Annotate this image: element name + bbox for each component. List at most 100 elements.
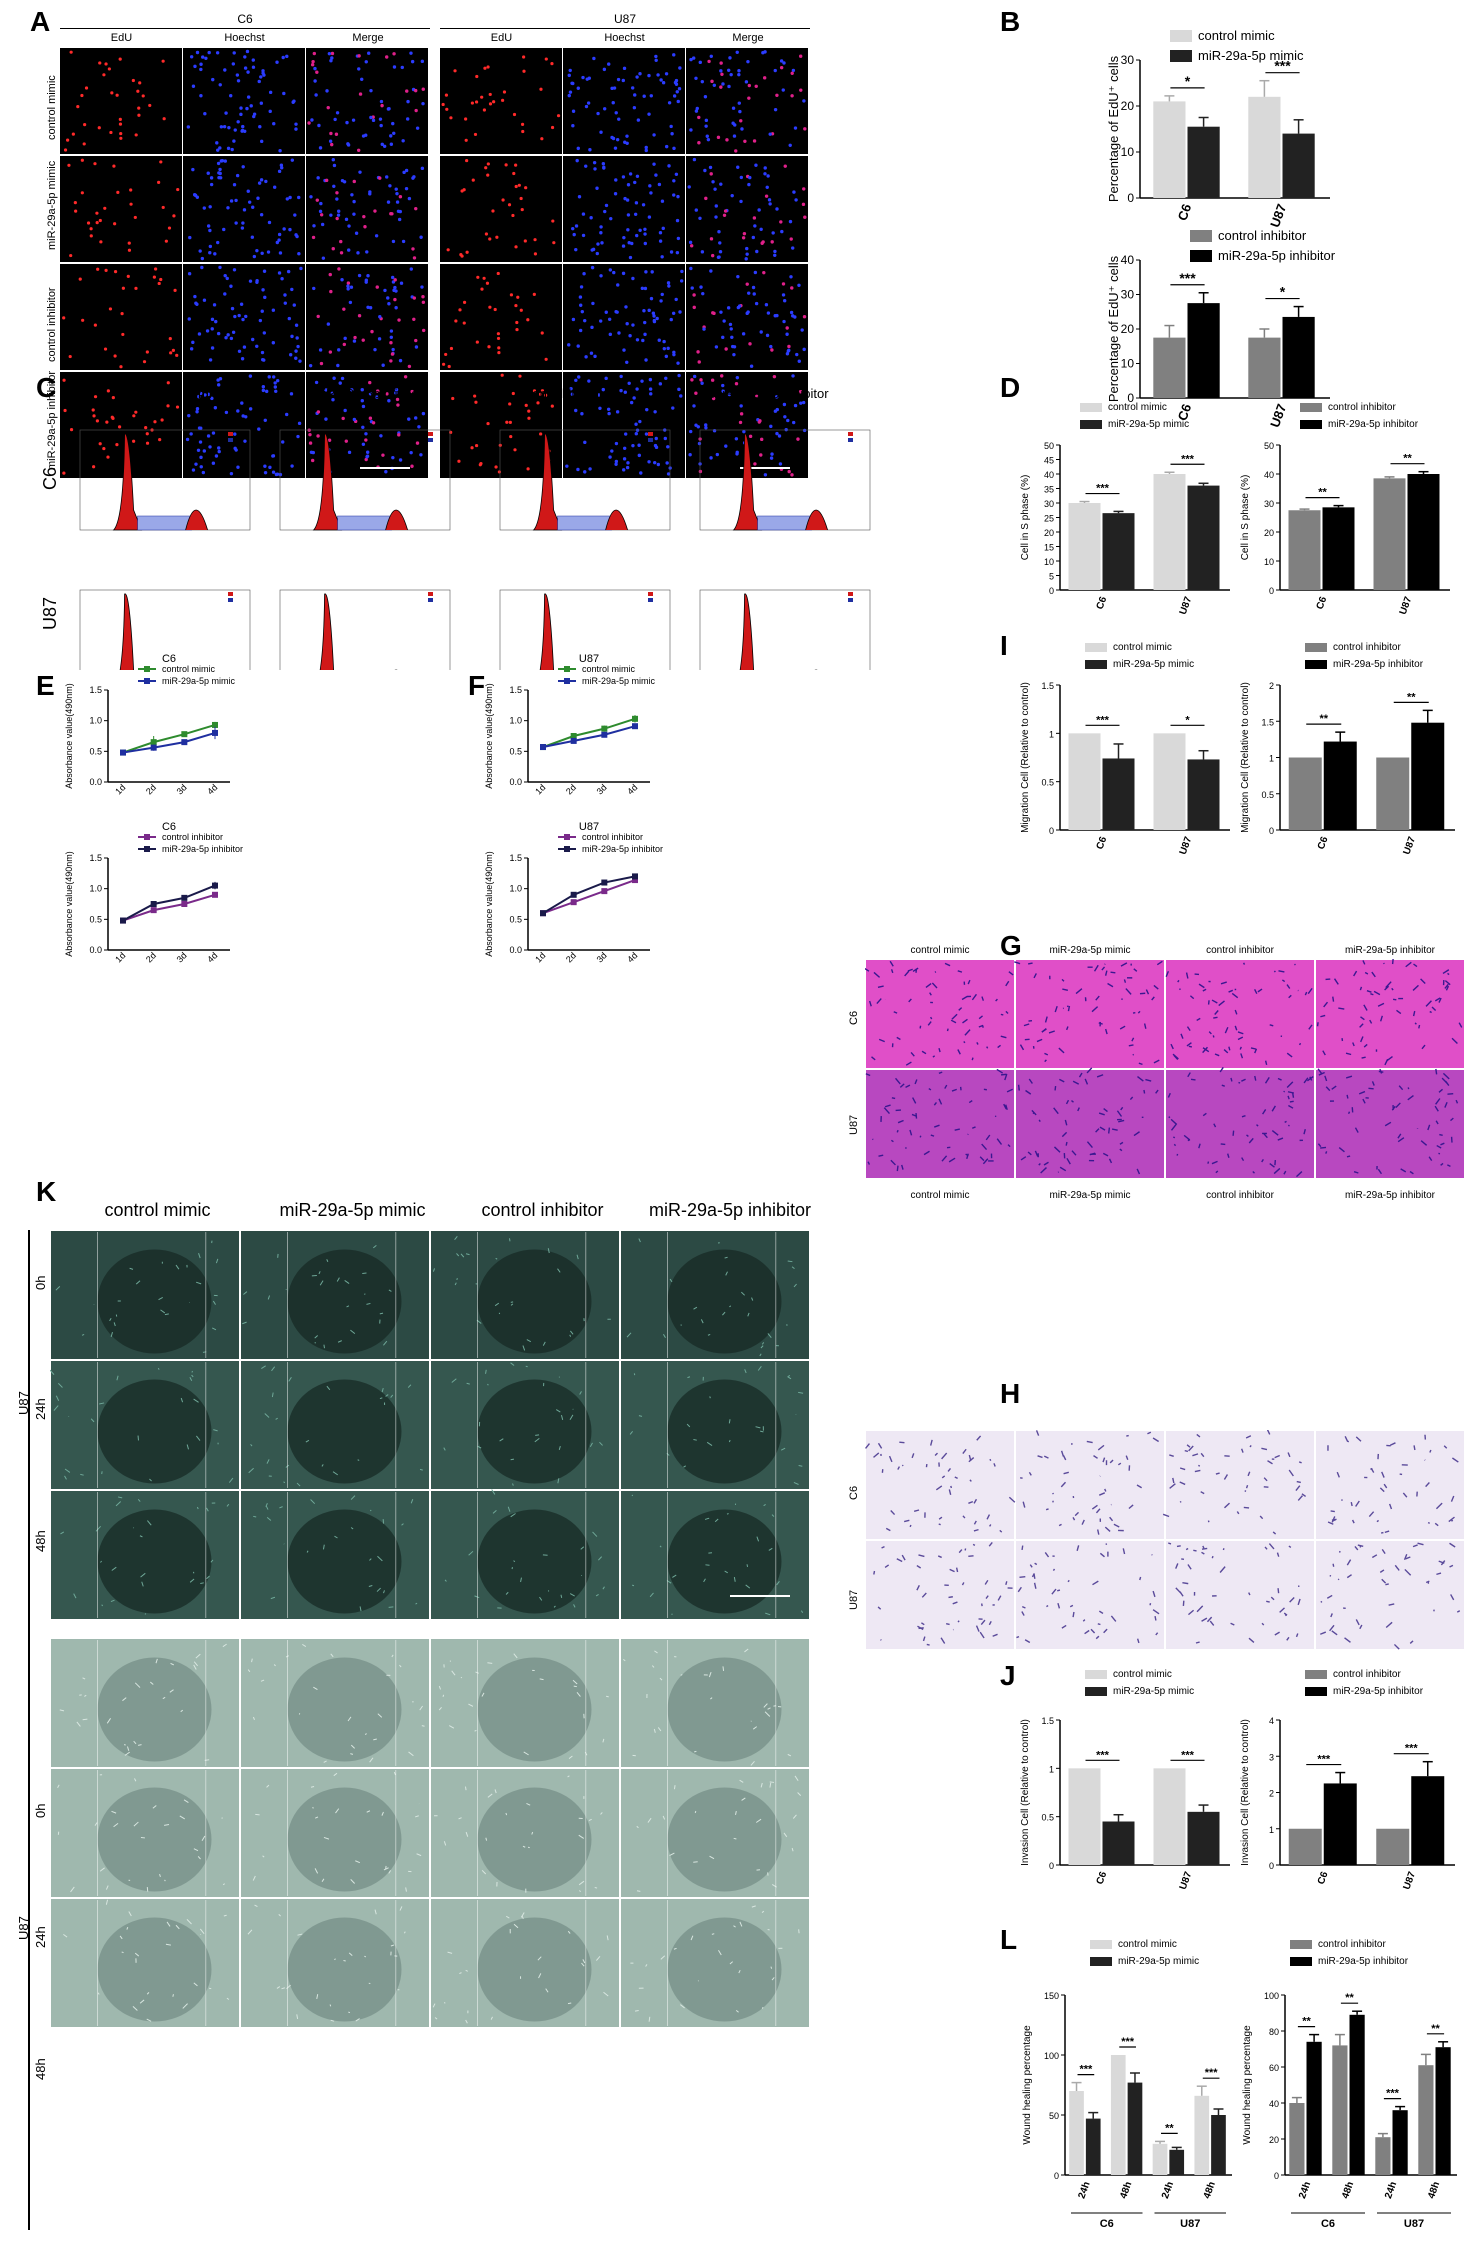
hoechst-dot [203, 393, 207, 397]
merge-dot [395, 191, 399, 196]
edu-dot [162, 117, 166, 121]
edu-dot [453, 69, 457, 73]
cell-stroke [1425, 1580, 1430, 1584]
bar [1102, 758, 1135, 830]
cell-stroke [364, 1733, 367, 1735]
cell-stroke [1389, 1442, 1396, 1446]
y-tick-label: 1.5 [89, 685, 102, 695]
edu-dot [482, 108, 487, 112]
merge-dot [712, 311, 716, 316]
panel-letter-h: H [1000, 1378, 1021, 1409]
y-tick-label: 20 [1121, 99, 1135, 113]
cell-stroke [763, 1703, 768, 1708]
cell-stroke [1103, 1108, 1108, 1113]
hoechst-dot [643, 232, 647, 236]
merge-dot [688, 453, 692, 457]
merge-dot [716, 255, 721, 259]
hoechst-dot [249, 104, 253, 108]
hoechst-dot [637, 453, 642, 458]
merge-dot [768, 132, 772, 136]
cell-stroke [1271, 1129, 1279, 1136]
data-point [212, 729, 218, 736]
cell-stroke [581, 1962, 585, 1967]
merge-dot [778, 462, 783, 466]
cell-stroke [1252, 1170, 1255, 1174]
hoechst-dot [229, 336, 234, 341]
cell-stroke [951, 1013, 958, 1020]
merge-dot [349, 285, 354, 289]
panel-letter-b: B [1000, 6, 1021, 37]
cell-stroke [250, 1443, 253, 1447]
merge-dot [352, 179, 356, 184]
edu-dot [107, 67, 111, 71]
sig-marker: ** [1403, 453, 1412, 465]
merge-dot [775, 395, 779, 399]
cell-stroke [253, 1515, 257, 1518]
cell-stroke [592, 1531, 598, 1537]
edu-dot [115, 93, 119, 97]
cell-stroke [660, 1955, 666, 1960]
bar [1153, 474, 1186, 590]
cell-stroke [1043, 1455, 1049, 1459]
cell-stroke [679, 2004, 685, 2009]
y-tick-label: 40 [1269, 2099, 1279, 2109]
edu-dot [497, 351, 501, 355]
wound-gap [97, 1657, 212, 1762]
cell-stroke [213, 1429, 218, 1432]
hoechst-dot [623, 196, 627, 201]
edu-dot [92, 465, 96, 469]
edu-dot [480, 95, 484, 99]
micro-tile [686, 264, 808, 370]
hoechst-dot [297, 195, 301, 200]
cell-stroke [175, 1924, 180, 1930]
merge-dot [710, 253, 715, 258]
cell-stroke [929, 1016, 933, 1020]
merge-dot [357, 273, 362, 278]
cell-stroke [1346, 1559, 1352, 1566]
merge-dot [743, 139, 747, 143]
y-tick-label: 1.5 [509, 685, 522, 695]
x-tick-label: 3d [175, 950, 189, 964]
cell-stroke [1427, 1521, 1431, 1524]
legend-label: miR-29a-5p inhibitor [582, 844, 663, 854]
hoechst-dot [578, 295, 583, 299]
hoechst-dot [659, 299, 663, 303]
data-point [150, 907, 157, 914]
hoechst-dot [570, 81, 574, 85]
cell-stroke [1295, 1633, 1299, 1638]
merge-dot [718, 241, 722, 245]
merge-dot [794, 198, 798, 202]
hoechst-dot [669, 124, 673, 129]
s-phase-area [337, 515, 392, 531]
cell-stroke [1147, 1431, 1152, 1435]
hoechst-dot [199, 62, 203, 66]
hoechst-dot [271, 308, 276, 312]
cell-stroke [901, 1554, 906, 1561]
hoechst-dot [229, 284, 233, 288]
edu-dot [496, 336, 501, 341]
y-tick-label: 0.5 [509, 746, 522, 756]
hoechst-dot [657, 338, 661, 342]
cell-stroke [916, 1564, 922, 1569]
cell-stroke [693, 1306, 698, 1310]
cell-stroke [545, 1988, 549, 1993]
hoechst-dot [568, 68, 572, 73]
merge-dot [398, 195, 403, 199]
cell-stroke [957, 970, 963, 973]
merge-dot [734, 437, 739, 441]
hoechst-dot [672, 94, 677, 98]
cell-stroke [735, 2009, 739, 2013]
panel-letter-d: D [1000, 372, 1021, 403]
edu-dot [110, 91, 114, 95]
cell-stroke [1095, 1635, 1100, 1640]
legend-label: control inhibitor [162, 832, 223, 842]
bar [1248, 337, 1281, 398]
edu-dot [457, 459, 461, 463]
hoechst-dot [600, 241, 604, 245]
merge-dot [327, 438, 332, 442]
sig-marker: * [1280, 284, 1286, 300]
cell-stroke [346, 1305, 350, 1308]
wound-gap [667, 1509, 782, 1614]
merge-dot [332, 376, 336, 380]
